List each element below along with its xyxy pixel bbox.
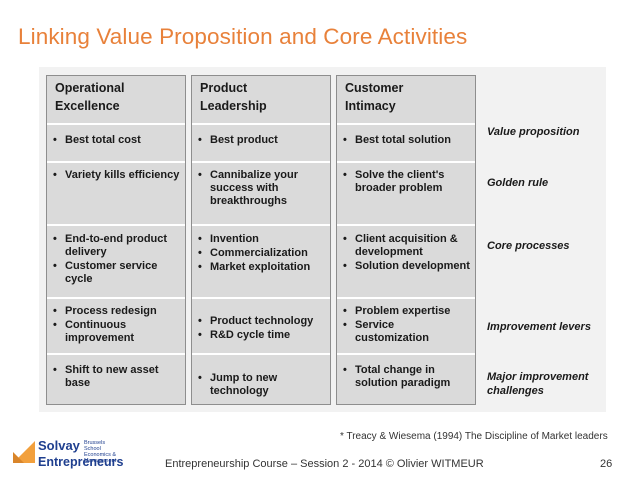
logo-text-school: Brussels School Economics & Management [84, 440, 117, 464]
cell-core-processes: • Invention • Commercialization • Market ex… [198, 233, 326, 274]
bullet-item: • Continuous improvement [53, 319, 135, 344]
column-header: Product Leadership [200, 81, 267, 113]
bullet-item: • Variety kills efficiency [53, 169, 180, 181]
bullet-item: • R&D cycle time [198, 329, 291, 341]
column-product-leadership: Product Leadership • Best product • Cannib… [191, 75, 331, 405]
cell-core-processes: • Client acquisition & development • Solut… [343, 233, 471, 273]
column-header: Customer Intimacy [345, 81, 404, 113]
bullet-item: • Cannibalize your success with breakthro… [198, 169, 299, 207]
bullet-item: • Jump to new technology [198, 372, 278, 397]
bullet-item: • Product technology [198, 315, 314, 327]
column-customer-intimacy: Customer Intimacy • Best total solution •… [336, 75, 476, 405]
bullet-item: • Problem expertise [343, 305, 451, 317]
bullet-item: • Solution development [343, 260, 470, 272]
cell-golden-rule: • Solve the client's broader problem [343, 169, 471, 195]
bullet-item: • Process redesign [53, 305, 157, 317]
cell-value-proposition: • Best total cost [53, 134, 181, 147]
bullet-item: • Client acquisition & development [343, 233, 458, 258]
row-label-improvement-levers: Improvement levers [487, 321, 591, 333]
slide-footer: Entrepreneurship Course – Session 2 - 20… [165, 458, 484, 470]
cell-core-processes: • End-to-end product delivery • Customer s… [53, 233, 181, 286]
bullet-item: • Total change in solution paradigm [343, 364, 451, 389]
row-divider [192, 353, 330, 355]
column-header: Operational Excellence [55, 81, 125, 113]
row-divider [337, 297, 475, 299]
cell-golden-rule: • Variety kills efficiency [53, 169, 181, 182]
row-label-major-challenges: Major improvement challenges [487, 371, 589, 397]
bullet-item: • Service customization [343, 319, 429, 344]
cell-value-proposition: • Best total solution [343, 134, 471, 147]
row-label-golden-rule: Golden rule [487, 177, 549, 189]
slide-title: Linking Value Proposition and Core Activ… [18, 24, 468, 49]
page-number: 26 [600, 458, 613, 470]
solvay-entrepreneurs-logo: Solvay Brussels School Economics & Manag… [13, 438, 124, 475]
bullet-item: • Best total solution [343, 134, 451, 146]
logo-text-solvay: Solvay [38, 438, 80, 453]
logo-mark-icon [13, 441, 35, 463]
source-footnote: * Treacy & Wiesema (1994) The Discipline… [340, 431, 608, 442]
cell-golden-rule: • Cannibalize your success with breakthro… [198, 169, 326, 208]
value-discipline-table: Operational Excellence • Best total cost … [39, 67, 606, 412]
row-divider [47, 123, 185, 125]
cell-value-proposition: • Best product [198, 134, 326, 147]
bullet-item: • Shift to new asset base [53, 364, 159, 389]
column-operational-excellence: Operational Excellence • Best total cost … [46, 75, 186, 405]
bullet-item: • Commercialization [198, 247, 308, 259]
row-divider [47, 297, 185, 299]
bullet-item: • Market exploitation [198, 261, 311, 273]
row-divider [337, 123, 475, 125]
row-label-core-processes: Core processes [487, 240, 570, 252]
cell-improvement-levers: • Product technology • R&D cycle time [198, 315, 326, 342]
row-divider [337, 353, 475, 355]
bullet-item: • Best total cost [53, 134, 141, 146]
row-divider [192, 123, 330, 125]
cell-improvement-levers: • Problem expertise • Service customizatio… [343, 305, 471, 345]
row-divider [47, 353, 185, 355]
row-label-value-proposition: Value proposition [487, 126, 580, 138]
row-divider [337, 161, 475, 163]
cell-improvement-levers: • Process redesign • Continuous improvemen… [53, 305, 181, 345]
bullet-item: • Best product [198, 134, 278, 146]
bullet-item: • Solve the client's broader problem [343, 169, 445, 194]
row-divider [192, 297, 330, 299]
bullet-item: • End-to-end product delivery [53, 233, 168, 258]
cell-major-challenges: • Total change in solution paradigm [343, 364, 471, 390]
cell-major-challenges: • Jump to new technology [198, 372, 326, 398]
row-divider [337, 224, 475, 226]
row-divider [47, 161, 185, 163]
row-divider [47, 224, 185, 226]
cell-major-challenges: • Shift to new asset base [53, 364, 181, 390]
bullet-item: • Customer service cycle [53, 260, 158, 285]
row-divider [192, 161, 330, 163]
bullet-item: • Invention [198, 233, 259, 245]
row-divider [192, 224, 330, 226]
logo-text-entrepreneurs: Entrepreneurs [38, 455, 124, 469]
